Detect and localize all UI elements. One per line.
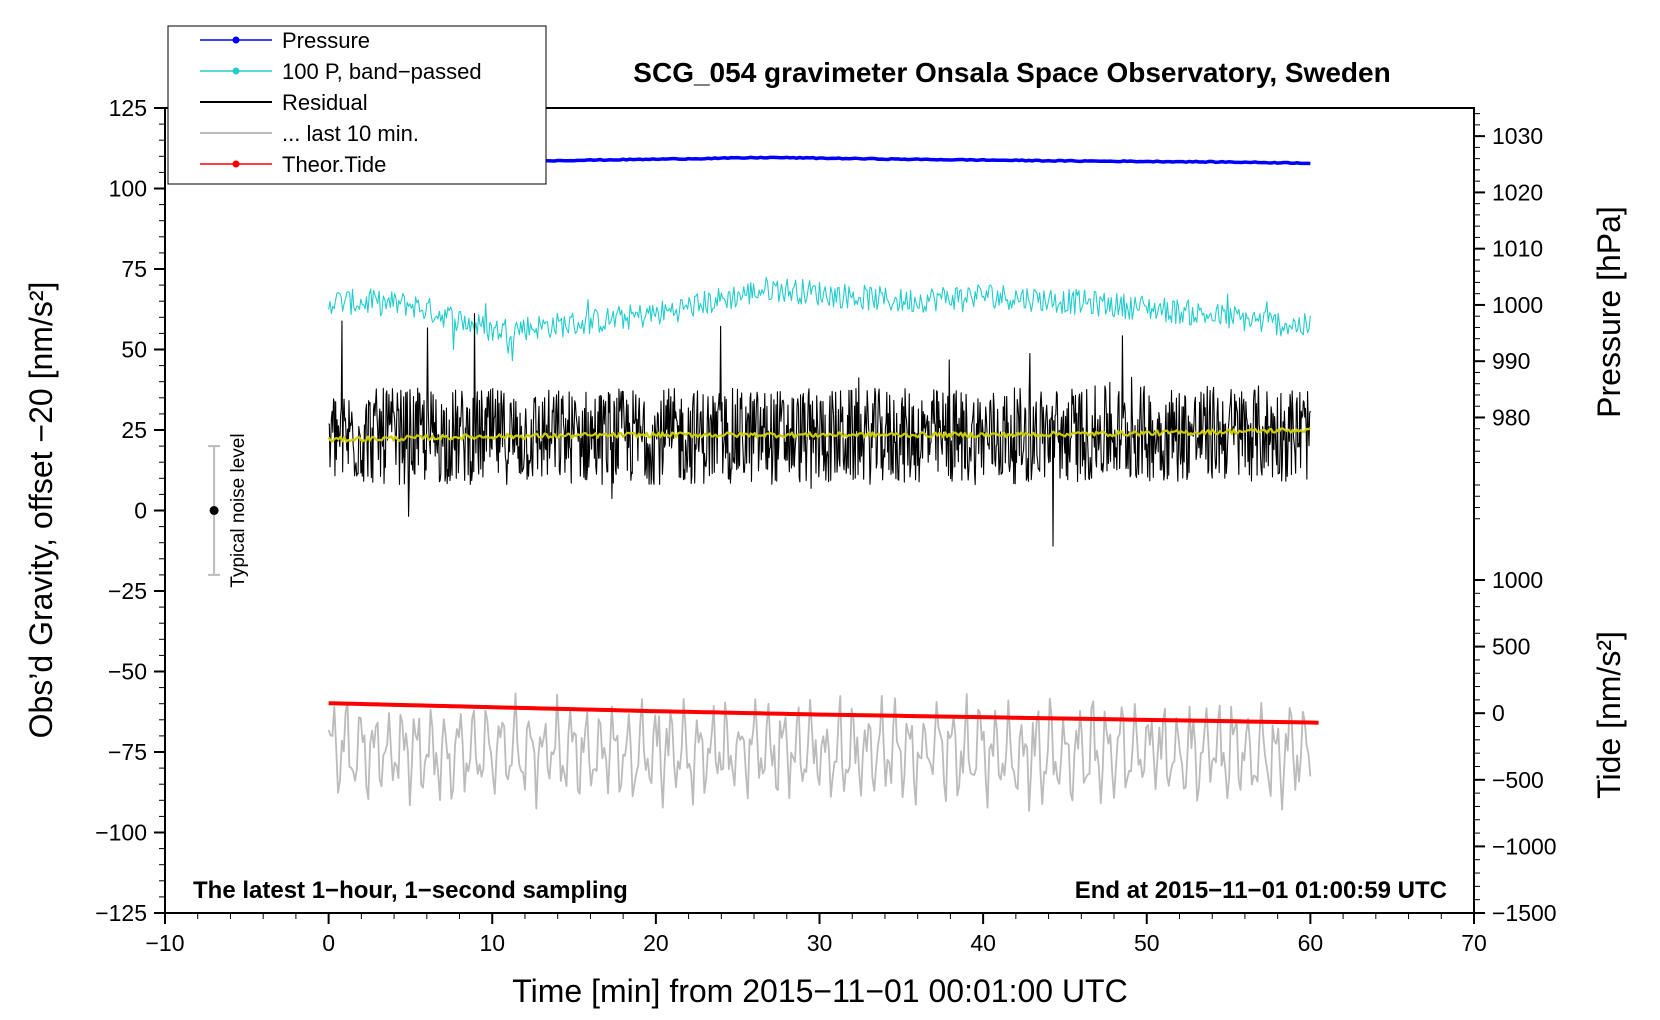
y-left-tick-label: 125 bbox=[109, 95, 147, 121]
sampling-annotation: The latest 1−hour, 1−second sampling bbox=[193, 877, 628, 904]
end-time-annotation: End at 2015−11−01 01:00:59 UTC bbox=[1075, 877, 1447, 904]
plot-frame bbox=[164, 107, 1475, 914]
x-tick-label: 30 bbox=[807, 930, 833, 956]
y-left-tick-label: 100 bbox=[109, 176, 147, 202]
x-tick-label: 20 bbox=[643, 930, 669, 956]
ticks-layer: −10 0 10 20 30 40 50 60 701251007550250−25−50−75… bbox=[95, 95, 1556, 956]
chart-title: SCG_054 gravimeter Onsala Space Observat… bbox=[633, 57, 1390, 88]
legend-entry-pressure: Pressure bbox=[200, 28, 370, 53]
y-pressure-tick-label: 1020 bbox=[1492, 179, 1543, 205]
legend-label-pressure: Pressure bbox=[282, 28, 370, 53]
legend-entry-last10: ... last 10 min. bbox=[200, 121, 419, 146]
y-tide-tick-label: 0 bbox=[1492, 700, 1505, 726]
legend-label-residual: Residual bbox=[282, 90, 368, 115]
y-pressure-tick-label: 990 bbox=[1492, 348, 1530, 374]
legend-label-tide: Theor.Tide bbox=[282, 152, 386, 177]
legend-label-bandpassed: 100 P, band−passed bbox=[282, 59, 482, 84]
x-axis-title: Time [min] from 2015−11−01 00:01:00 UTC bbox=[512, 973, 1127, 1009]
y-left-tick-label: 25 bbox=[121, 417, 147, 443]
y-pressure-tick-label: 1010 bbox=[1492, 236, 1543, 262]
y-tide-tick-label: −500 bbox=[1492, 767, 1544, 793]
y-pressure-tick-label: 980 bbox=[1492, 404, 1530, 430]
series-band-passed bbox=[328, 276, 1311, 362]
x-tick-label: 50 bbox=[1134, 930, 1160, 956]
series-residual-smoothed bbox=[327, 427, 1311, 443]
y-left-tick-label: −75 bbox=[108, 739, 147, 765]
y-pressure-tick-label: 1000 bbox=[1492, 292, 1543, 318]
legend-entry-residual: Residual bbox=[200, 90, 368, 115]
series-residual bbox=[328, 312, 1311, 547]
noise-bar-dot bbox=[209, 506, 219, 515]
series-theor-tide bbox=[328, 701, 1319, 725]
x-tick-label: 10 bbox=[479, 930, 505, 956]
y-pressure-tick-label: 1030 bbox=[1492, 123, 1543, 149]
x-tick-label: 70 bbox=[1461, 930, 1487, 956]
y-left-tick-label: −25 bbox=[108, 578, 147, 604]
legend-label-last10: ... last 10 min. bbox=[282, 121, 419, 146]
legend: Pressure 100 P, band−passed Residual ...… bbox=[167, 25, 547, 185]
series-layer bbox=[327, 155, 1319, 812]
y-axis-pressure-title: Pressure [hPa] bbox=[1591, 206, 1627, 418]
y-tide-tick-label: 1000 bbox=[1492, 567, 1543, 593]
y-left-tick-label: −50 bbox=[108, 659, 147, 685]
y-left-tick-label: 75 bbox=[121, 256, 147, 282]
y-left-tick-label: −125 bbox=[95, 900, 147, 926]
y-left-tick-label: 0 bbox=[134, 498, 147, 524]
y-left-tick-label: −100 bbox=[95, 820, 147, 846]
noise-level-label: Typical noise level bbox=[228, 433, 249, 587]
y-tide-tick-label: −1000 bbox=[1492, 833, 1557, 859]
y-axis-tide-title: Tide [nm/s²] bbox=[1591, 631, 1627, 799]
legend-entry-bandpassed: 100 P, band−passed bbox=[200, 59, 482, 84]
y-axis-left-title: Obs’d Gravity, offset −20 [nm/s²] bbox=[23, 282, 59, 739]
x-tick-label: 40 bbox=[970, 930, 996, 956]
y-tide-tick-label: 500 bbox=[1492, 634, 1530, 660]
legend-entry-tide: Theor.Tide bbox=[200, 152, 386, 177]
x-tick-label: −10 bbox=[145, 930, 184, 956]
legend-box bbox=[167, 25, 547, 185]
x-tick-label: 60 bbox=[1298, 930, 1324, 956]
x-tick-label: 0 bbox=[322, 930, 335, 956]
noise-level-marker: Typical noise level bbox=[208, 433, 249, 588]
y-left-tick-label: 50 bbox=[121, 337, 147, 363]
series-last-10-min bbox=[327, 692, 1312, 812]
y-tide-tick-label: −1500 bbox=[1492, 900, 1557, 926]
